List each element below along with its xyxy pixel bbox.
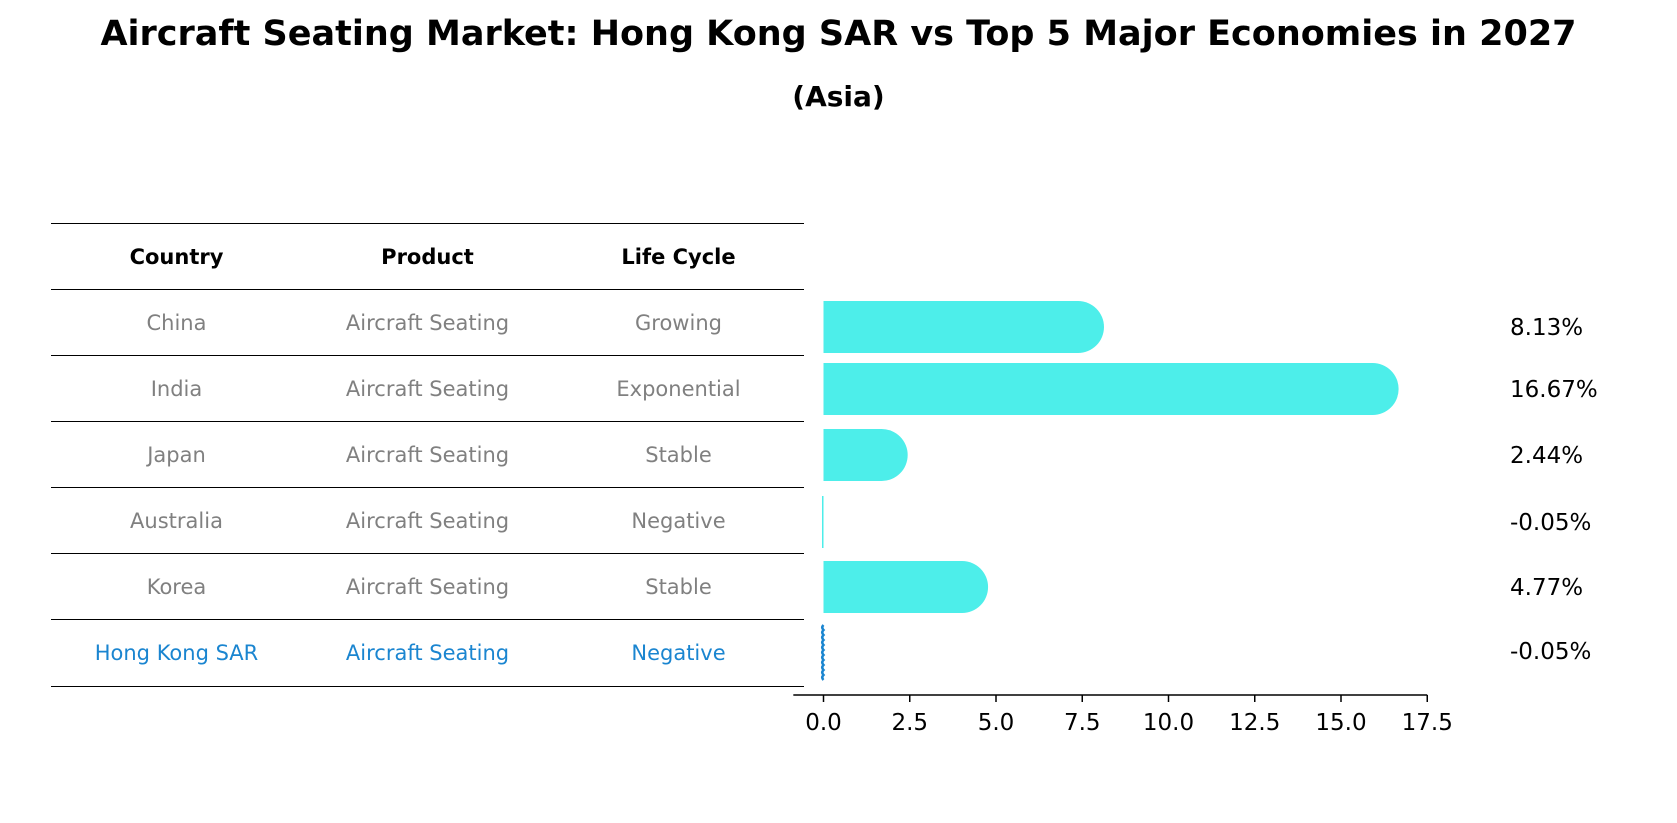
cell-product: Aircraft Seating [345, 310, 510, 335]
x-axis-tick-label: 17.5 [1402, 710, 1453, 736]
header-product: Product [381, 244, 474, 269]
cell-product: Aircraft Seating [345, 442, 510, 467]
cell-life-cycle: Stable [645, 442, 712, 467]
cell-product: Aircraft Seating [345, 508, 510, 533]
bar [823, 429, 908, 481]
chart-title: Aircraft Seating Market: Hong Kong SAR v… [100, 14, 1577, 54]
table-header-row: Country Product Life Cycle [51, 223, 804, 289]
bar-value-label: -0.05% [1510, 510, 1591, 536]
cell-life-cycle: Negative [631, 508, 726, 533]
header-life-cycle: Life Cycle [621, 244, 736, 269]
table-row: Japan Aircraft Seating Stable [51, 421, 804, 487]
x-axis-tick-label: 7.5 [1064, 710, 1101, 736]
cell-country: Korea [146, 574, 207, 599]
cell-life-cycle: Growing [635, 310, 722, 335]
bar-value-label: 4.77% [1510, 575, 1583, 601]
cell-life-cycle: Exponential [616, 376, 741, 401]
table-row-highlighted: Hong Kong SAR Aircraft Seating Negative [51, 619, 804, 687]
cell-country: Hong Kong SAR [94, 640, 259, 665]
cell-product: Aircraft Seating [345, 640, 510, 665]
bar [823, 561, 989, 613]
chart-subtitle: (Asia) [792, 80, 885, 113]
bar-highlighted [821, 624, 826, 681]
table-row: Korea Aircraft Seating Stable [51, 553, 804, 619]
header-country: Country [129, 244, 224, 269]
country-table: Country Product Life Cycle China Aircraf… [51, 223, 804, 687]
bar [822, 496, 824, 548]
x-axis-tick-label: 2.5 [891, 710, 928, 736]
x-axis-tick-label: 12.5 [1229, 710, 1280, 736]
cell-country: Japan [147, 442, 206, 467]
x-axis-tick-label: 15.0 [1315, 710, 1366, 736]
bar [823, 363, 1399, 415]
cell-country: China [146, 310, 207, 335]
bar-value-label: 8.13% [1510, 315, 1583, 341]
table-row: Australia Aircraft Seating Negative [51, 487, 804, 553]
table-row: India Aircraft Seating Exponential [51, 355, 804, 421]
cell-country: Australia [130, 508, 223, 533]
table-row: China Aircraft Seating Growing [51, 289, 804, 355]
cell-product: Aircraft Seating [345, 574, 510, 599]
x-axis-tick-label: 10.0 [1143, 710, 1194, 736]
bar [823, 301, 1104, 353]
x-axis-tick-label: 0.0 [805, 710, 842, 736]
bar-value-label: -0.05% [1510, 639, 1591, 665]
bar-value-label: 2.44% [1510, 443, 1583, 469]
cell-product: Aircraft Seating [345, 376, 510, 401]
bar-value-label: 16.67% [1510, 377, 1598, 403]
cell-life-cycle: Negative [631, 640, 726, 665]
cell-life-cycle: Stable [645, 574, 712, 599]
cell-country: India [150, 376, 203, 401]
x-axis-tick-label: 5.0 [978, 710, 1015, 736]
